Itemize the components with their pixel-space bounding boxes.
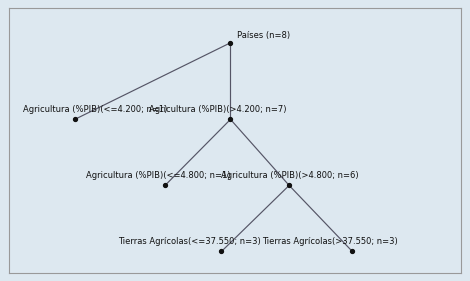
Text: Tierras Agrícolas(<=37.550; n=3): Tierras Agrícolas(<=37.550; n=3) <box>118 237 260 246</box>
Text: Agricultura (%PIB)(<=4.800; n=1): Agricultura (%PIB)(<=4.800; n=1) <box>86 171 231 180</box>
Text: Agricultura (%PIB)(>4.200; n=7): Agricultura (%PIB)(>4.200; n=7) <box>149 105 287 114</box>
Text: Agricultura (%PIB)(<=4.200; n=1): Agricultura (%PIB)(<=4.200; n=1) <box>23 105 167 114</box>
Text: Tierras Agrícolas(>37.550; n=3): Tierras Agrícolas(>37.550; n=3) <box>262 237 398 246</box>
Text: Agricultura (%PIB)(>4.800; n=6): Agricultura (%PIB)(>4.800; n=6) <box>221 171 359 180</box>
Text: Países (n=8): Países (n=8) <box>237 31 290 40</box>
